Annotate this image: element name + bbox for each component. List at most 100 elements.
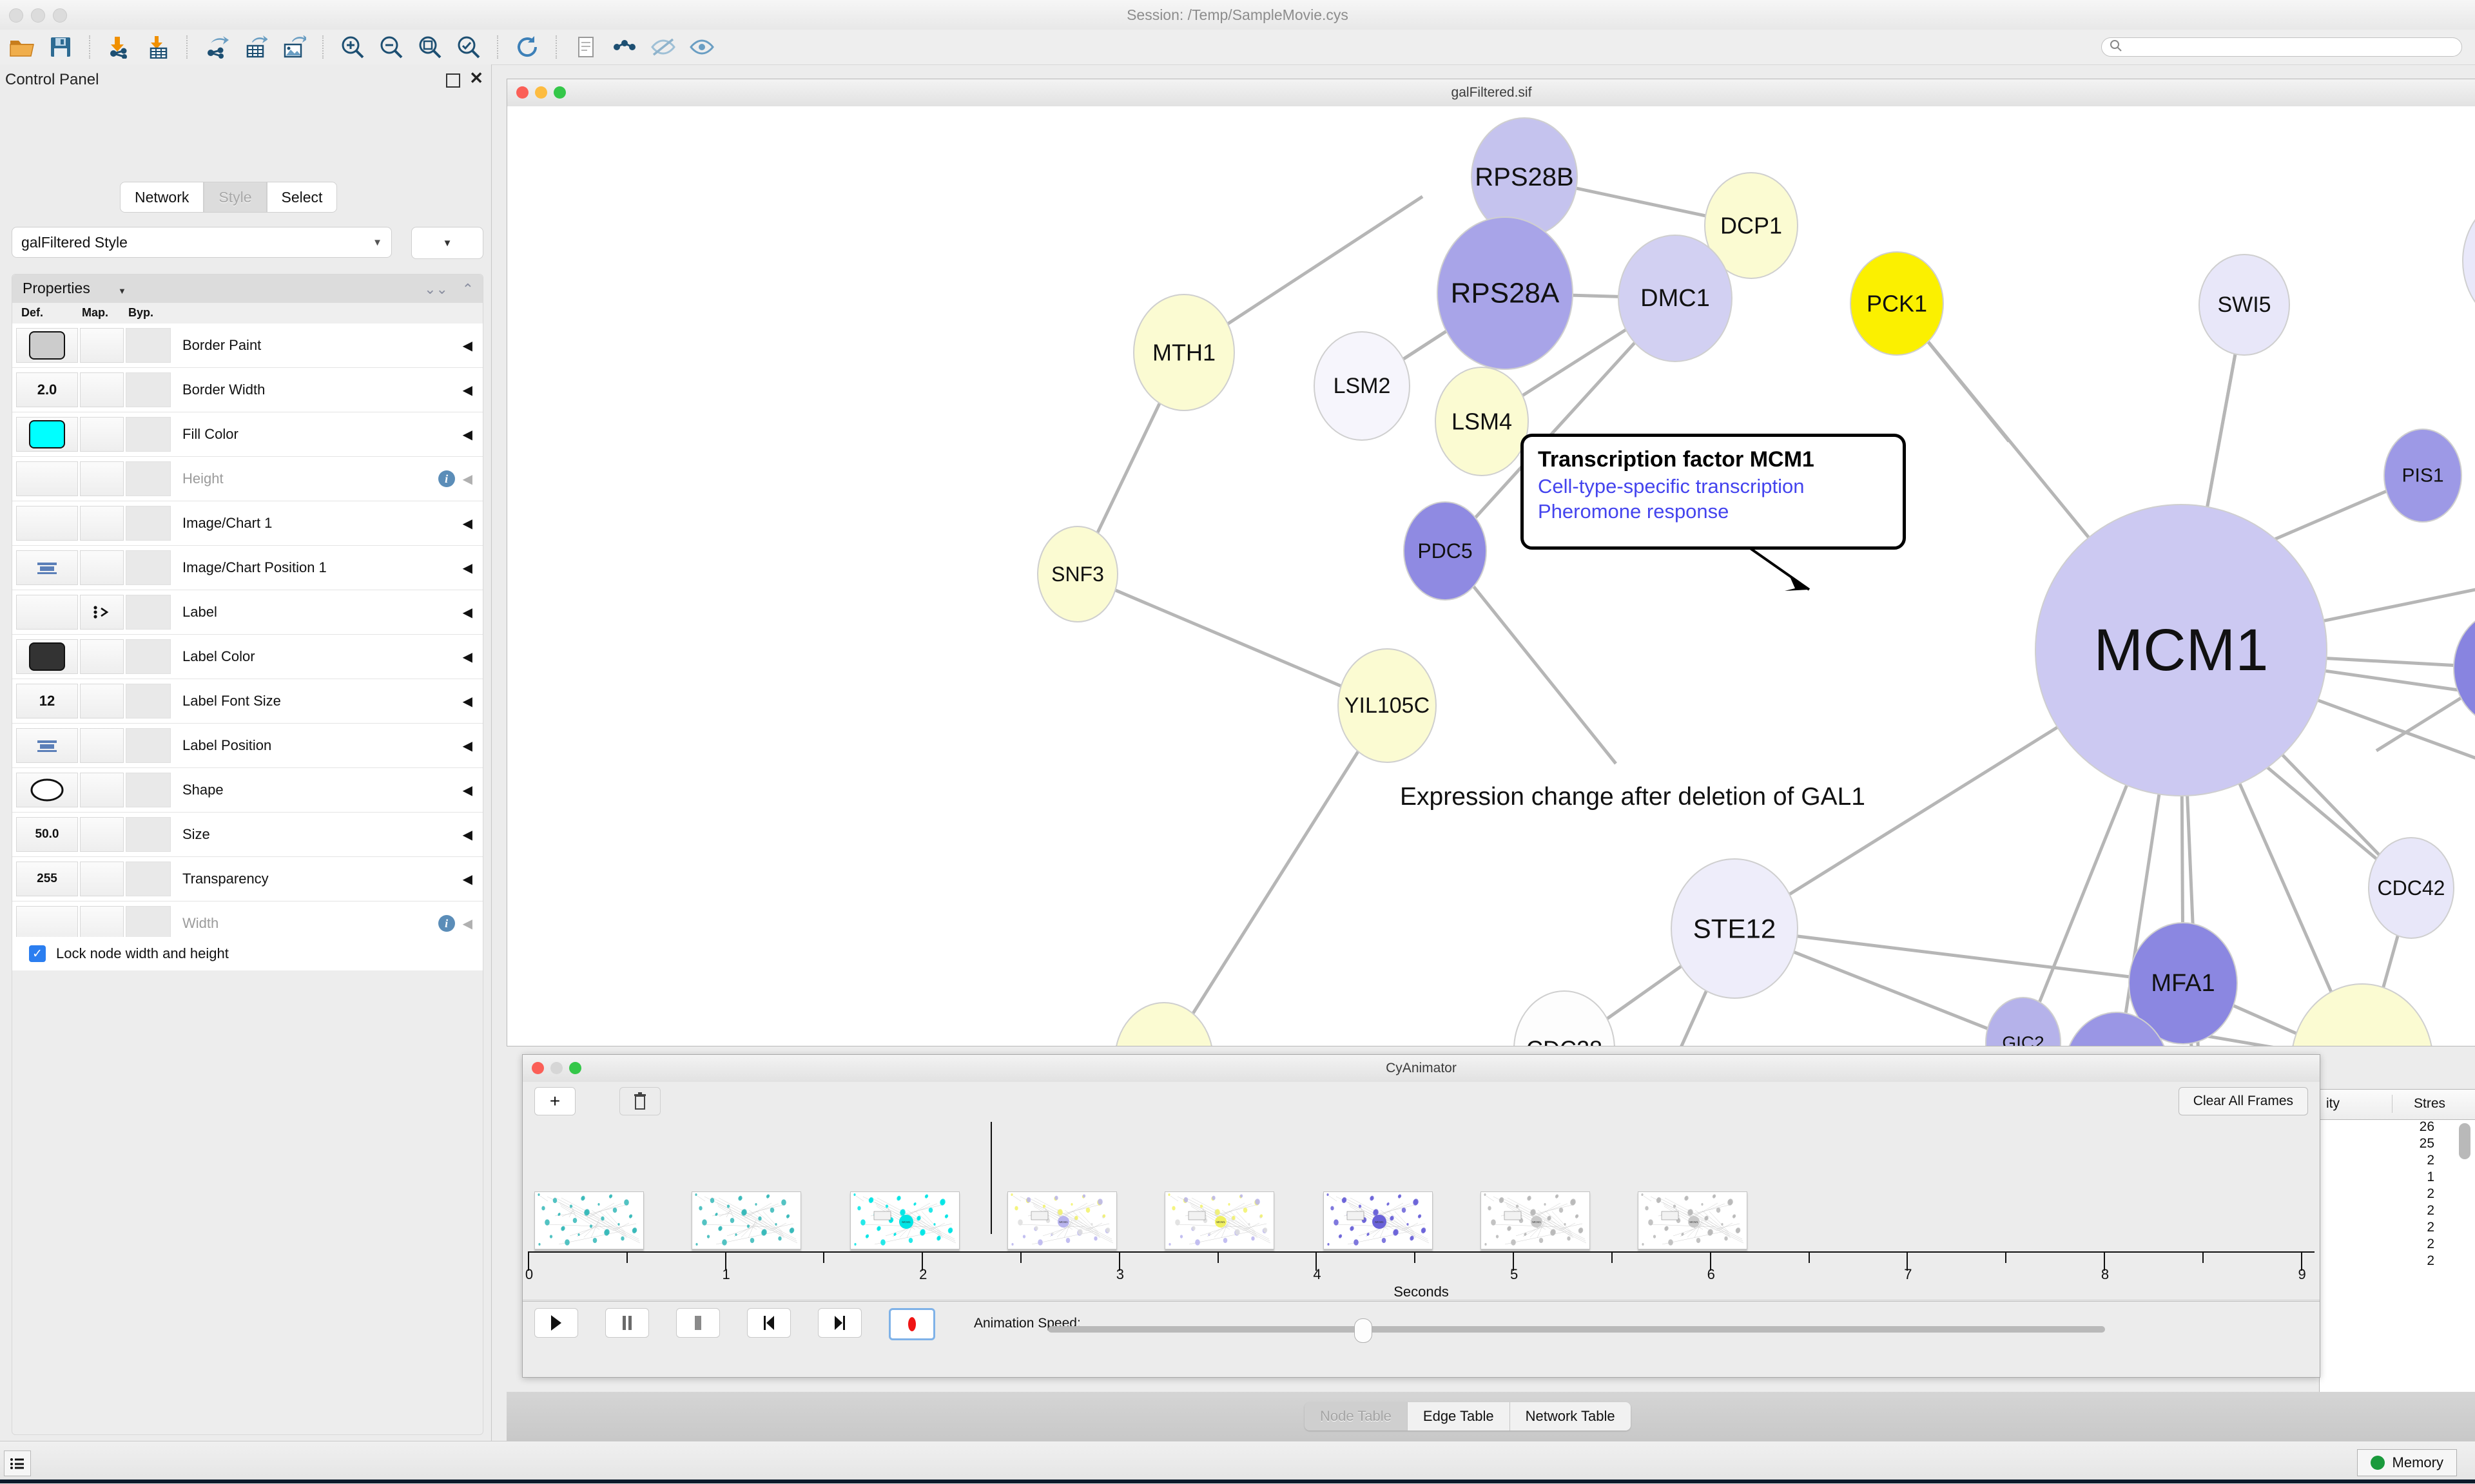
timeline-frame[interactable]: MCM1 — [1165, 1191, 1274, 1249]
timeline-frame[interactable]: MCM1 — [1323, 1191, 1433, 1249]
network-node[interactable]: GIC2 — [1986, 997, 2061, 1046]
trash-icon[interactable] — [619, 1087, 661, 1115]
property-default-cell[interactable] — [16, 595, 78, 630]
import-network-icon[interactable] — [102, 30, 136, 64]
network-node[interactable]: LSM2 — [1314, 332, 1410, 440]
timeline-frame[interactable]: MCM1 — [850, 1191, 960, 1249]
expand-arrow-icon[interactable]: ◀ — [463, 693, 472, 709]
property-mapping-cell[interactable] — [80, 461, 124, 496]
refresh-icon[interactable] — [510, 30, 544, 64]
show-all-icon[interactable] — [685, 30, 719, 64]
lock-node-size-checkbox[interactable]: ✓ — [29, 945, 46, 962]
play-button[interactable] — [534, 1308, 578, 1338]
network-node[interactable]: SWI5 — [2199, 255, 2289, 355]
expand-arrow-icon[interactable]: ◀ — [463, 916, 472, 932]
table-row[interactable]: 2 — [2320, 1253, 2475, 1270]
property-bypass-cell[interactable] — [126, 550, 171, 585]
property-bypass-cell[interactable] — [126, 639, 171, 674]
timeline-playhead[interactable] — [991, 1122, 992, 1234]
animation-speed-thumb[interactable] — [1354, 1318, 1372, 1343]
node-shape[interactable] — [2454, 610, 2475, 726]
prev-frame-button[interactable] — [747, 1308, 791, 1338]
float-panel-icon[interactable] — [446, 73, 460, 88]
lock-node-size-row[interactable]: ✓ Lock node width and height — [12, 937, 483, 970]
network-node[interactable]: MCM1 — [2035, 505, 2327, 796]
property-default-cell[interactable]: 50.0 — [16, 817, 78, 852]
export-image-icon[interactable] — [277, 30, 311, 64]
property-default-cell[interactable] — [16, 417, 78, 452]
property-default-cell[interactable]: 255 — [16, 862, 78, 896]
property-row[interactable]: Label Position◀ — [12, 724, 483, 768]
table-row[interactable]: 26 — [2320, 1119, 2475, 1136]
property-bypass-cell[interactable] — [126, 461, 171, 496]
timeline-frame[interactable]: MCM1 — [1007, 1191, 1117, 1249]
add-frame-button[interactable]: + — [534, 1087, 576, 1115]
network-node[interactable]: YNL047C — [1115, 1003, 1213, 1046]
clear-all-frames-button[interactable]: Clear All Frames — [2179, 1087, 2308, 1115]
network-node[interactable]: ALPHA2 — [2291, 984, 2433, 1046]
network-node[interactable]: STE12 — [1671, 859, 1798, 998]
timeline-frame[interactable]: MCM1 — [1480, 1191, 1590, 1249]
search-box[interactable] — [2101, 37, 2462, 57]
property-mapping-cell[interactable] — [80, 550, 124, 585]
memory-status-button[interactable]: Memory — [2357, 1449, 2457, 1476]
animation-speed-slider[interactable] — [1048, 1326, 2105, 1333]
property-default-cell[interactable] — [16, 506, 78, 541]
import-table-icon[interactable] — [141, 30, 175, 64]
property-mapping-cell[interactable] — [80, 862, 124, 896]
expand-arrow-icon[interactable]: ◀ — [463, 382, 472, 398]
timeline-frame[interactable] — [692, 1191, 801, 1249]
expand-arrow-icon[interactable]: ◀ — [463, 782, 472, 798]
expand-arrow-icon[interactable]: ◀ — [463, 827, 472, 843]
table-row[interactable]: 2 — [2320, 1237, 2475, 1253]
property-bypass-cell[interactable] — [126, 773, 171, 807]
chevron-down-icon[interactable]: ▼ — [118, 286, 126, 296]
expand-arrow-icon[interactable]: ◀ — [463, 338, 472, 354]
property-mapping-cell[interactable] — [80, 506, 124, 541]
hide-selected-icon[interactable] — [646, 30, 680, 64]
property-default-cell[interactable]: 2.0 — [16, 372, 78, 407]
property-default-cell[interactable] — [16, 328, 78, 363]
open-folder-icon[interactable] — [5, 30, 39, 64]
network-node[interactable]: LSM4 — [1435, 367, 1528, 476]
property-mapping-cell[interactable] — [80, 595, 124, 630]
property-default-cell[interactable]: 12 — [16, 684, 78, 718]
network-node[interactable]: RPS28A — [1437, 217, 1573, 369]
network-node[interactable]: PDC5 — [1404, 502, 1486, 600]
property-row[interactable]: Label Color◀ — [12, 635, 483, 679]
color-swatch[interactable] — [29, 642, 65, 671]
network-view-icon[interactable] — [608, 30, 641, 64]
timeline-frame[interactable] — [534, 1191, 644, 1249]
style-options-button[interactable]: ▼ — [411, 227, 483, 259]
network-node[interactable]: GAL80 — [2463, 194, 2475, 328]
network-node[interactable]: PCK1 — [1850, 252, 1943, 355]
property-default-cell[interactable] — [16, 461, 78, 496]
property-bypass-cell[interactable] — [126, 372, 171, 407]
expand-arrow-icon[interactable]: ◀ — [463, 516, 472, 532]
property-mapping-cell[interactable] — [80, 328, 124, 363]
task-list-icon[interactable] — [4, 1450, 31, 1476]
property-bypass-cell[interactable] — [126, 684, 171, 718]
table-row[interactable]: 2 — [2320, 1203, 2475, 1220]
export-network-icon[interactable] — [200, 30, 233, 64]
table-row[interactable]: 25 — [2320, 1136, 2475, 1153]
expand-arrow-icon[interactable]: ◀ — [463, 560, 472, 576]
info-icon[interactable]: i — [438, 915, 455, 932]
property-default-cell[interactable] — [16, 906, 78, 941]
network-node[interactable]: CDC28 — [1514, 991, 1615, 1046]
property-mapping-cell[interactable] — [80, 817, 124, 852]
network-node[interactable]: PIS1 — [2384, 429, 2461, 522]
color-swatch[interactable] — [29, 420, 65, 448]
pause-button[interactable] — [605, 1308, 649, 1338]
property-mapping-cell[interactable] — [80, 906, 124, 941]
network-node[interactable]: MTH1 — [1134, 294, 1234, 410]
next-frame-button[interactable] — [818, 1308, 862, 1338]
close-icon[interactable]: ✕ — [469, 70, 483, 86]
zoom-fit-icon[interactable] — [413, 30, 447, 64]
expand-arrow-icon[interactable]: ◀ — [463, 471, 472, 487]
property-bypass-cell[interactable] — [126, 417, 171, 452]
timeline-frame[interactable]: MCM1 — [1638, 1191, 1747, 1249]
